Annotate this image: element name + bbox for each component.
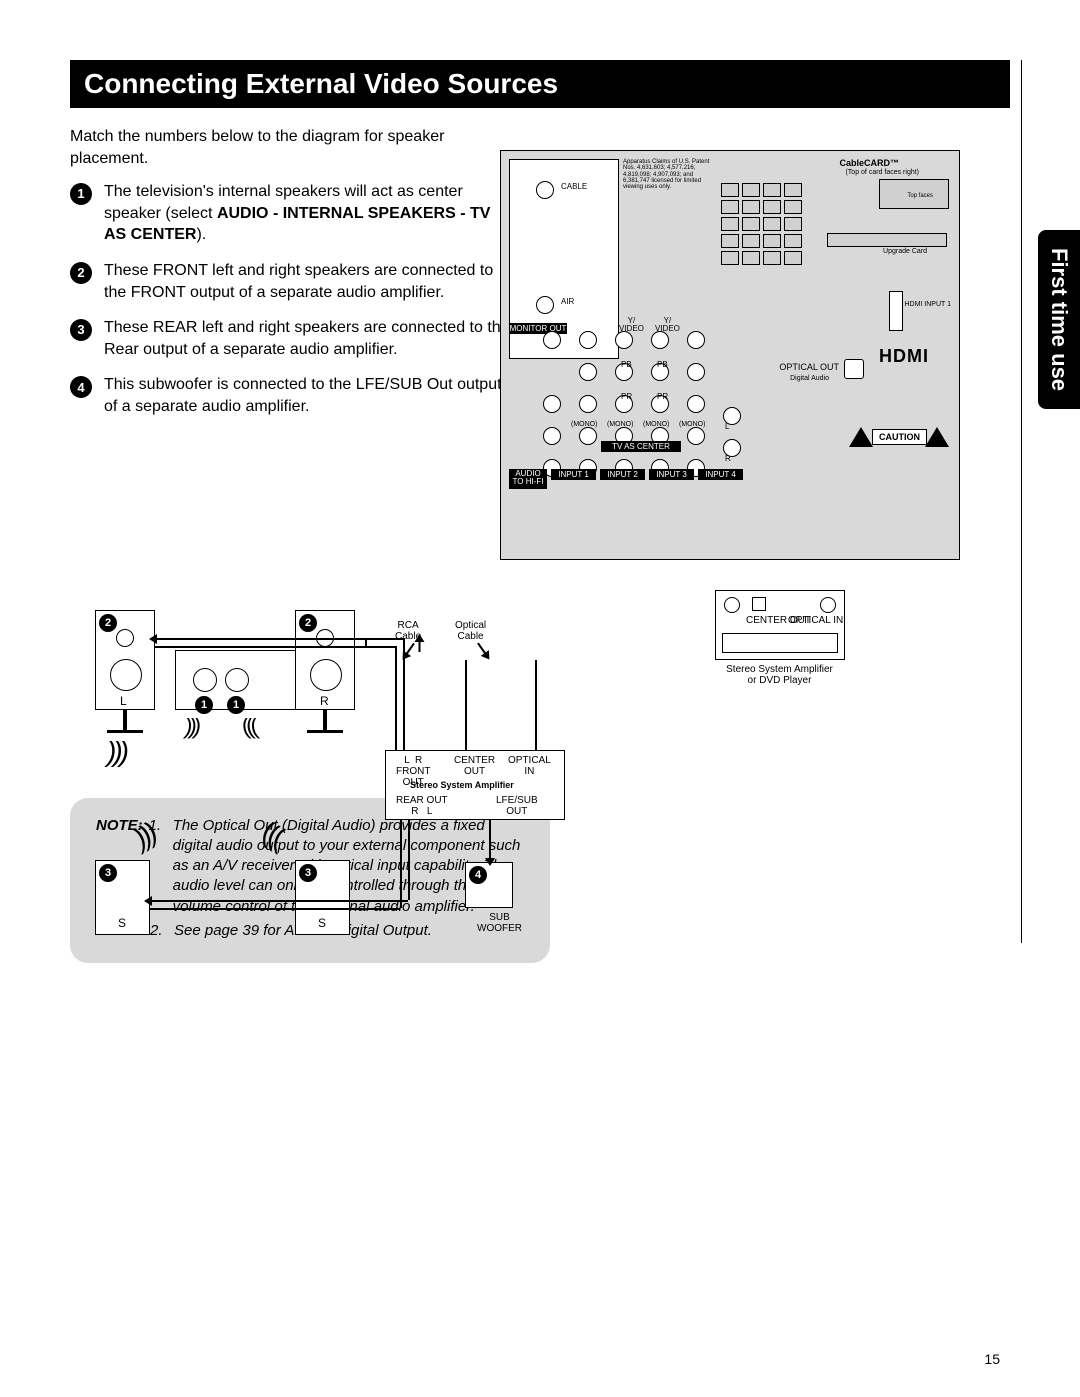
item-text-4: This subwoofer is connected to the LFE/S… — [104, 374, 510, 417]
wave-icon: ))) — [245, 714, 258, 740]
mono-label: (MONO) — [571, 421, 597, 428]
amp-optical: OPTICAL IN — [508, 755, 551, 777]
rear-panel-diagram: CABLE AIR MONITOR OUT Apparatus Claims o… — [500, 150, 960, 560]
mono-label3: (MONO) — [643, 421, 669, 428]
input1-label: INPUT 1 — [551, 469, 596, 480]
sub-label: SUB WOOFER — [477, 912, 522, 934]
air-label: AIR — [561, 298, 574, 306]
bullet-3b: 3 — [299, 864, 317, 882]
margin-rule — [1021, 60, 1022, 943]
pr-label2: PR — [657, 393, 668, 401]
yvideo-label: Y/ VIDEO — [619, 317, 644, 334]
page-title: Connecting External Video Sources — [70, 60, 1010, 108]
bullet-4: 4 — [70, 376, 92, 398]
pb-label: PB — [621, 361, 632, 369]
input3-label: INPUT 3 — [649, 469, 694, 480]
intro-text: Match the numbers below to the diagram f… — [70, 126, 490, 169]
cablecard-sub: (Top of card faces right) — [845, 169, 919, 176]
wave-icon: ))) — [258, 817, 290, 854]
amp-rear: REAR OUT R L — [396, 795, 448, 817]
wave-icon: ))) — [128, 817, 160, 854]
bullet-3a: 3 — [99, 864, 117, 882]
spk-r: R — [320, 695, 329, 708]
wave-icon: ))) — [185, 714, 198, 740]
patent-text: Apparatus Claims of U.S. Patent Nos. 4,6… — [623, 159, 718, 190]
digital-audio-label: Digital Audio — [790, 375, 829, 382]
tv-center-label: TV AS CENTER — [601, 441, 681, 452]
bullet-1: 1 — [70, 183, 92, 205]
amp-center: CENTER OUT — [454, 755, 495, 777]
spk-l: L — [120, 695, 127, 708]
side-tab: First time use — [1038, 230, 1080, 409]
hdmi-logo: HDMI — [879, 346, 929, 367]
input2-label: INPUT 2 — [600, 469, 645, 480]
audio-hifi-label: AUDIO TO HI-FI — [509, 469, 547, 489]
bullet-4a: 4 — [469, 866, 487, 884]
spk-s1: S — [118, 917, 126, 930]
list-item: 2 These FRONT left and right speakers ar… — [70, 260, 510, 303]
bullet-3: 3 — [70, 319, 92, 341]
yvideo-label2: Y/ VIDEO — [655, 317, 680, 334]
cable-label: CABLE — [561, 183, 587, 191]
pr-label: PR — [621, 393, 632, 401]
list-item: 4 This subwoofer is connected to the LFE… — [70, 374, 510, 417]
speaker-diagram: L 2 ))) 1 1 ))) ))) R 2 S 3 ))) S — [95, 580, 975, 980]
cablecard-label: CableCARD™ — [839, 159, 899, 168]
item-text-1: The television's internal speakers will … — [104, 181, 510, 246]
bullet-2b: 2 — [299, 614, 317, 632]
page-number: 15 — [984, 1351, 1000, 1367]
numbered-list: 1 The television's internal speakers wil… — [70, 181, 510, 417]
optical-out-label: OPTICAL OUT — [779, 363, 839, 372]
item-text-3: These REAR left and right speakers are c… — [104, 317, 510, 360]
bullet-1b: 1 — [227, 696, 245, 714]
amp-title: Stereo System Amplifier — [410, 781, 514, 791]
topfaces: Top faces — [907, 193, 933, 199]
list-item: 3 These REAR left and right speakers are… — [70, 317, 510, 360]
upgrade-label: Upgrade Card — [883, 248, 927, 255]
caution-label: CAUTION — [872, 429, 927, 445]
input4-label: INPUT 4 — [698, 469, 743, 480]
bullet-2: 2 — [70, 262, 92, 284]
optical-label: Optical Cable — [455, 620, 486, 642]
mono-label2: (MONO) — [607, 421, 633, 428]
hdmi-input-label: HDMI INPUT 1 — [904, 301, 951, 308]
bullet-1a: 1 — [195, 696, 213, 714]
mono-label4: (MONO) — [679, 421, 705, 428]
spk-s2: S — [318, 917, 326, 930]
item-text-2: These FRONT left and right speakers are … — [104, 260, 510, 303]
pb-label2: PB — [657, 361, 668, 369]
list-item: 1 The television's internal speakers wil… — [70, 181, 510, 246]
bullet-2a: 2 — [99, 614, 117, 632]
wave-icon: ))) — [107, 736, 126, 768]
amp-lfe: LFE/SUB OUT — [496, 795, 538, 817]
